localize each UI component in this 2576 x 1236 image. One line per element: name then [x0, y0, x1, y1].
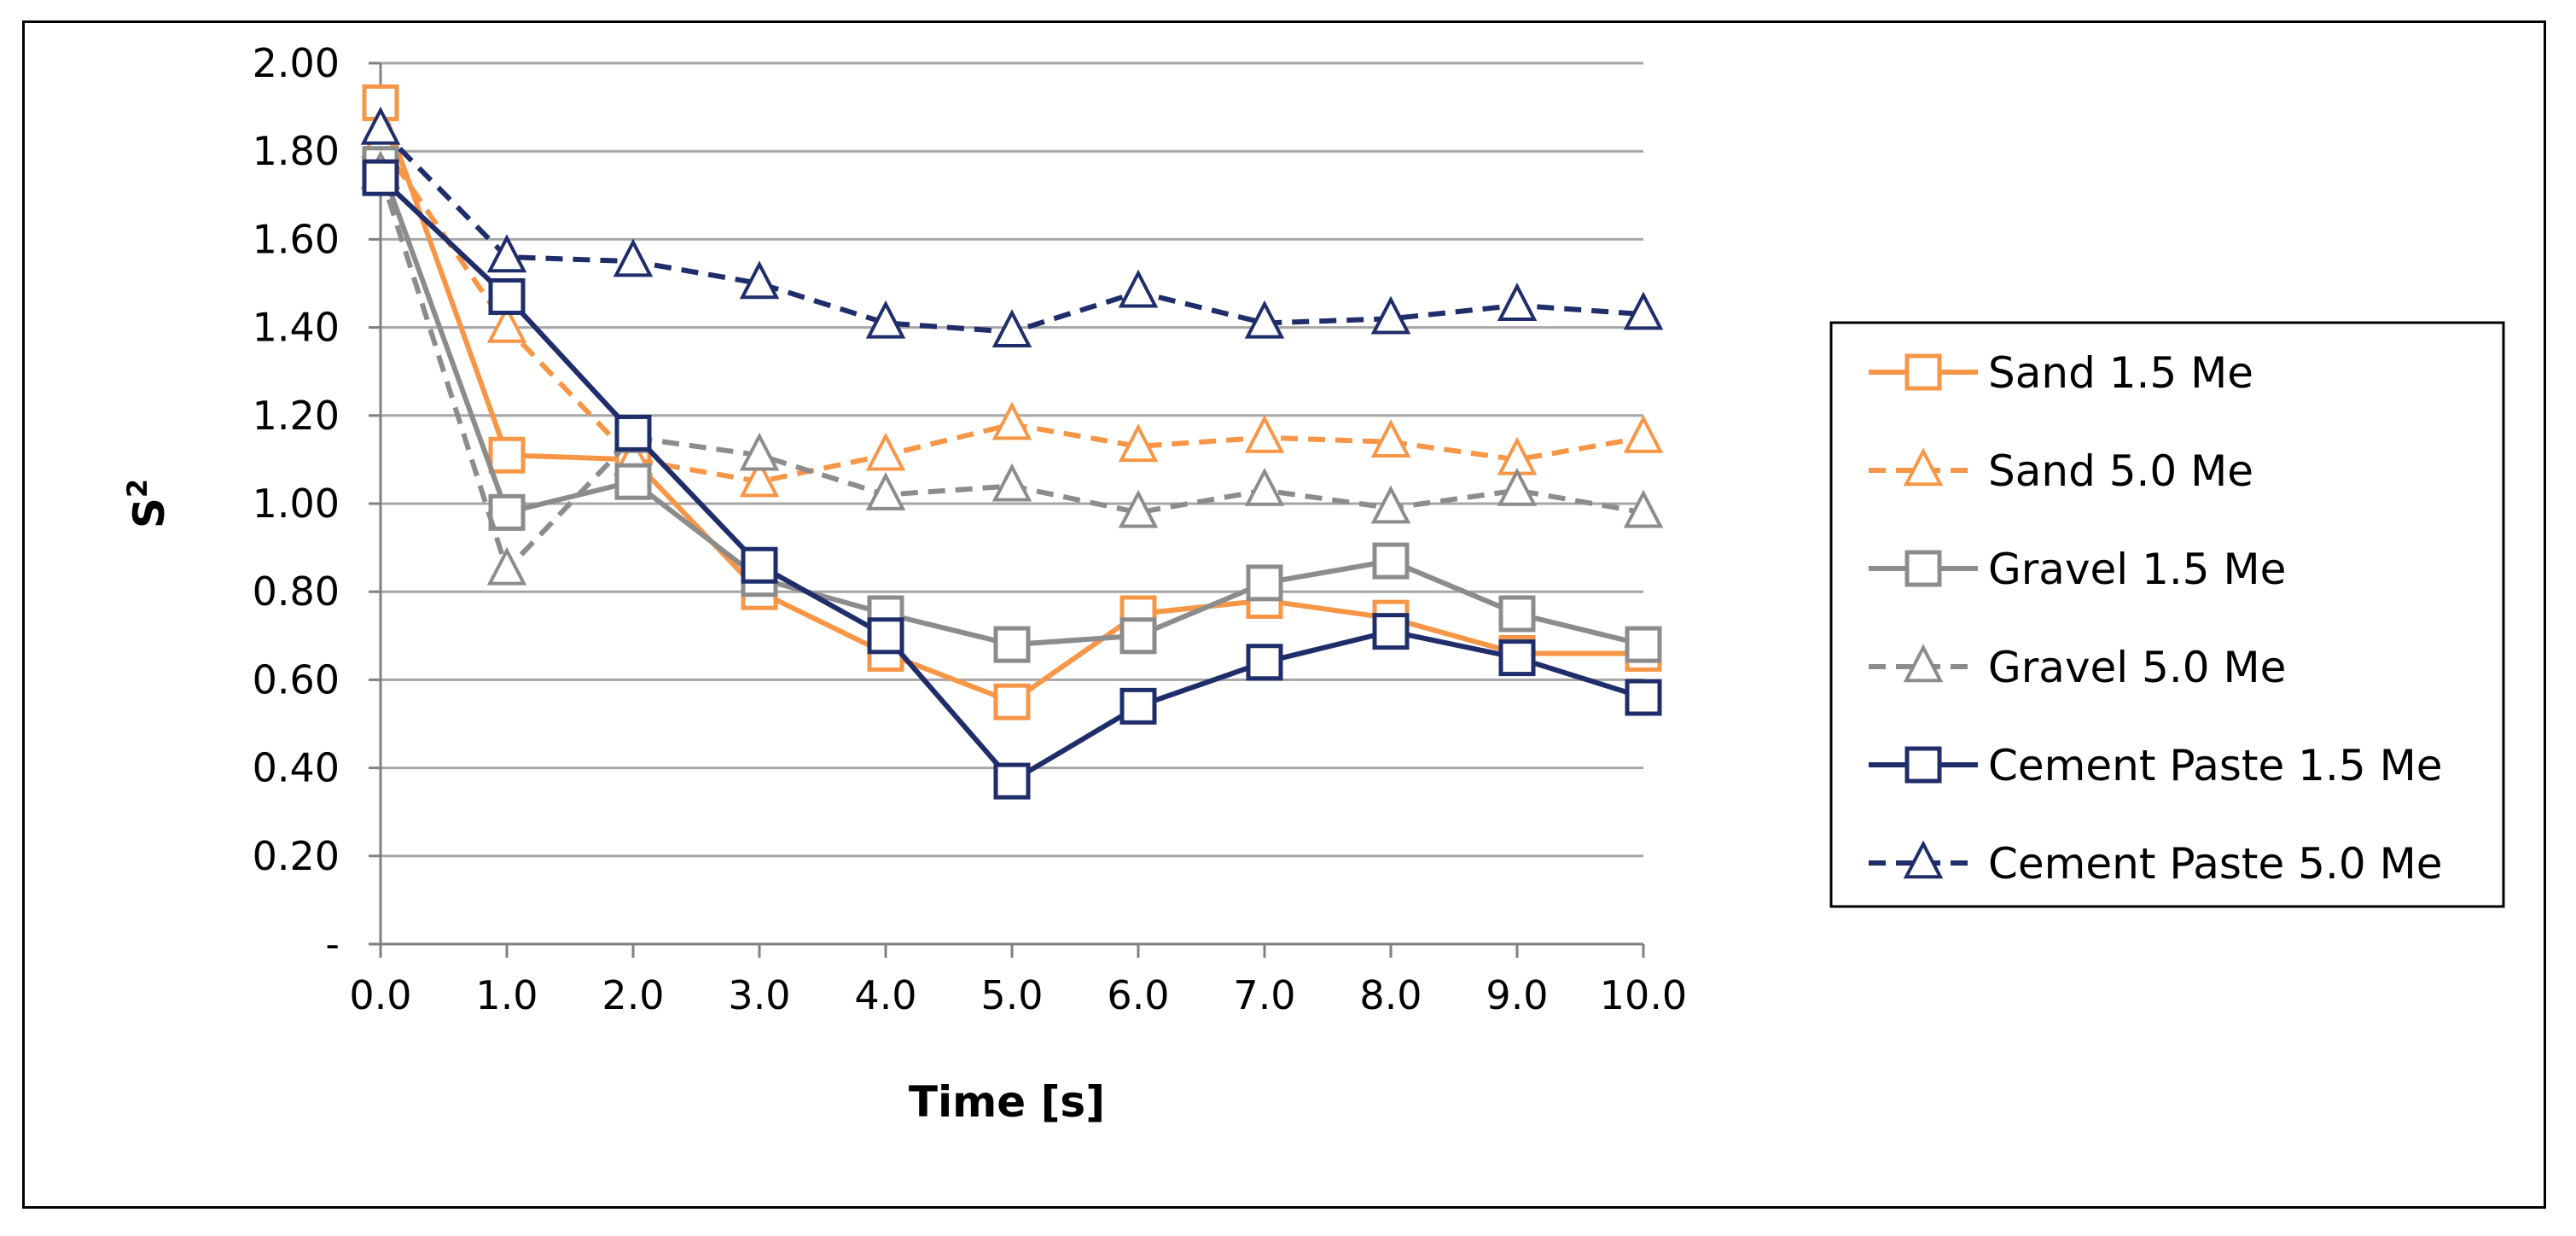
legend-label: Gravel 1.5 Me: [1988, 545, 2286, 594]
data-point: [1626, 418, 1660, 452]
data-point: [996, 685, 1028, 718]
x-tick-label: 5.0: [980, 972, 1043, 1018]
data-point: [490, 238, 524, 271]
data-point: [869, 620, 902, 652]
x-tick-label: 10.0: [1600, 972, 1687, 1018]
data-point: [869, 475, 903, 509]
data-point: [995, 467, 1029, 500]
legend-item: Sand 1.5 Me: [1869, 348, 2253, 398]
data-point: [491, 496, 523, 528]
series-line: [381, 173, 1643, 569]
series-layer: [363, 86, 1660, 797]
data-point: [1122, 620, 1154, 652]
axes: [369, 63, 1643, 958]
y-axis-title: S2: [121, 479, 174, 528]
legend-swatch-marker: [1907, 552, 1939, 585]
data-point: [1247, 471, 1282, 504]
legend-box: [1831, 323, 2503, 907]
data-point: [1122, 690, 1154, 722]
legend-swatch-marker: [1907, 356, 1939, 388]
data-point: [491, 439, 523, 471]
data-point: [1248, 567, 1281, 599]
y-tick-label: 0.40: [253, 745, 340, 791]
x-tick-label: 2.0: [602, 972, 664, 1018]
legend-label: Gravel 5.0 Me: [1988, 643, 2286, 692]
data-point: [617, 465, 649, 498]
data-point: [1375, 615, 1407, 648]
data-point: [1500, 471, 1534, 504]
data-point: [1501, 598, 1533, 630]
y-tick-label: 0.20: [253, 833, 340, 879]
x-tick-label: 9.0: [1486, 972, 1548, 1018]
data-point: [1248, 646, 1281, 679]
legend-label: Sand 1.5 Me: [1988, 348, 2253, 398]
x-tick-label: 4.0: [854, 972, 916, 1018]
data-point: [1501, 642, 1533, 674]
data-point: [1247, 418, 1282, 452]
y-tick-label: 0.80: [253, 568, 340, 615]
legend-label: Cement Paste 1.5 Me: [1988, 741, 2443, 790]
y-tick-label: 0.60: [253, 656, 340, 703]
x-tick-label: 7.0: [1233, 972, 1295, 1018]
y-tick-label: 2.00: [253, 40, 340, 86]
tick-labels: - 0.20 0.40 0.60 0.80 1.00 1.20 1.40 1.60 1.80 2.0…: [253, 40, 1688, 1018]
x-tick-label: 8.0: [1359, 972, 1422, 1018]
y-tick-label: 1.00: [253, 481, 340, 527]
chart-canvas: - 0.20 0.40 0.60 0.80 1.00 1.20 1.40 1.60 1.80 2.0…: [0, 0, 2576, 1236]
x-tick-label: 1.0: [475, 972, 538, 1018]
data-point: [364, 161, 397, 194]
y-tick-label: 1.60: [253, 216, 340, 262]
data-point: [995, 312, 1029, 346]
series-gravel-5-0-me: [363, 154, 1660, 584]
data-point: [616, 242, 650, 276]
data-point: [996, 628, 1028, 661]
series-cement-paste-5-0-me: [363, 110, 1660, 346]
legend-label: Cement Paste 5.0 Me: [1988, 839, 2443, 889]
data-point: [1121, 273, 1155, 306]
x-tick-label: 3.0: [728, 972, 790, 1018]
data-point: [490, 551, 524, 584]
legend-item: Gravel 1.5 Me: [1869, 545, 2286, 594]
y-tick-label: 1.40: [253, 305, 340, 351]
x-tick-label: 6.0: [1107, 972, 1169, 1018]
data-point: [1375, 545, 1407, 577]
y-tick-label: -: [325, 921, 340, 967]
data-point: [1627, 628, 1660, 661]
series-line: [381, 129, 1643, 331]
data-point: [1500, 286, 1534, 319]
y-axis-title-superscript: 2: [121, 479, 154, 498]
data-point: [743, 549, 776, 581]
data-point: [617, 417, 649, 449]
y-tick-label: 1.80: [253, 128, 340, 174]
data-point: [996, 765, 1028, 797]
y-tick-label: 1.20: [253, 393, 340, 439]
legend: Sand 1.5 Me Sand 5.0 Me Gravel 1.5 Me Grave…: [1831, 323, 2503, 907]
data-point: [995, 405, 1029, 439]
data-point: [1627, 681, 1660, 714]
data-point: [491, 280, 523, 312]
x-tick-label: 0.0: [349, 972, 411, 1018]
legend-swatch-marker: [1907, 749, 1939, 781]
x-axis-title: Time [s]: [909, 1077, 1105, 1127]
y-axis-title-main: S: [125, 498, 174, 528]
legend-label: Sand 5.0 Me: [1988, 446, 2253, 496]
data-point: [869, 436, 903, 469]
